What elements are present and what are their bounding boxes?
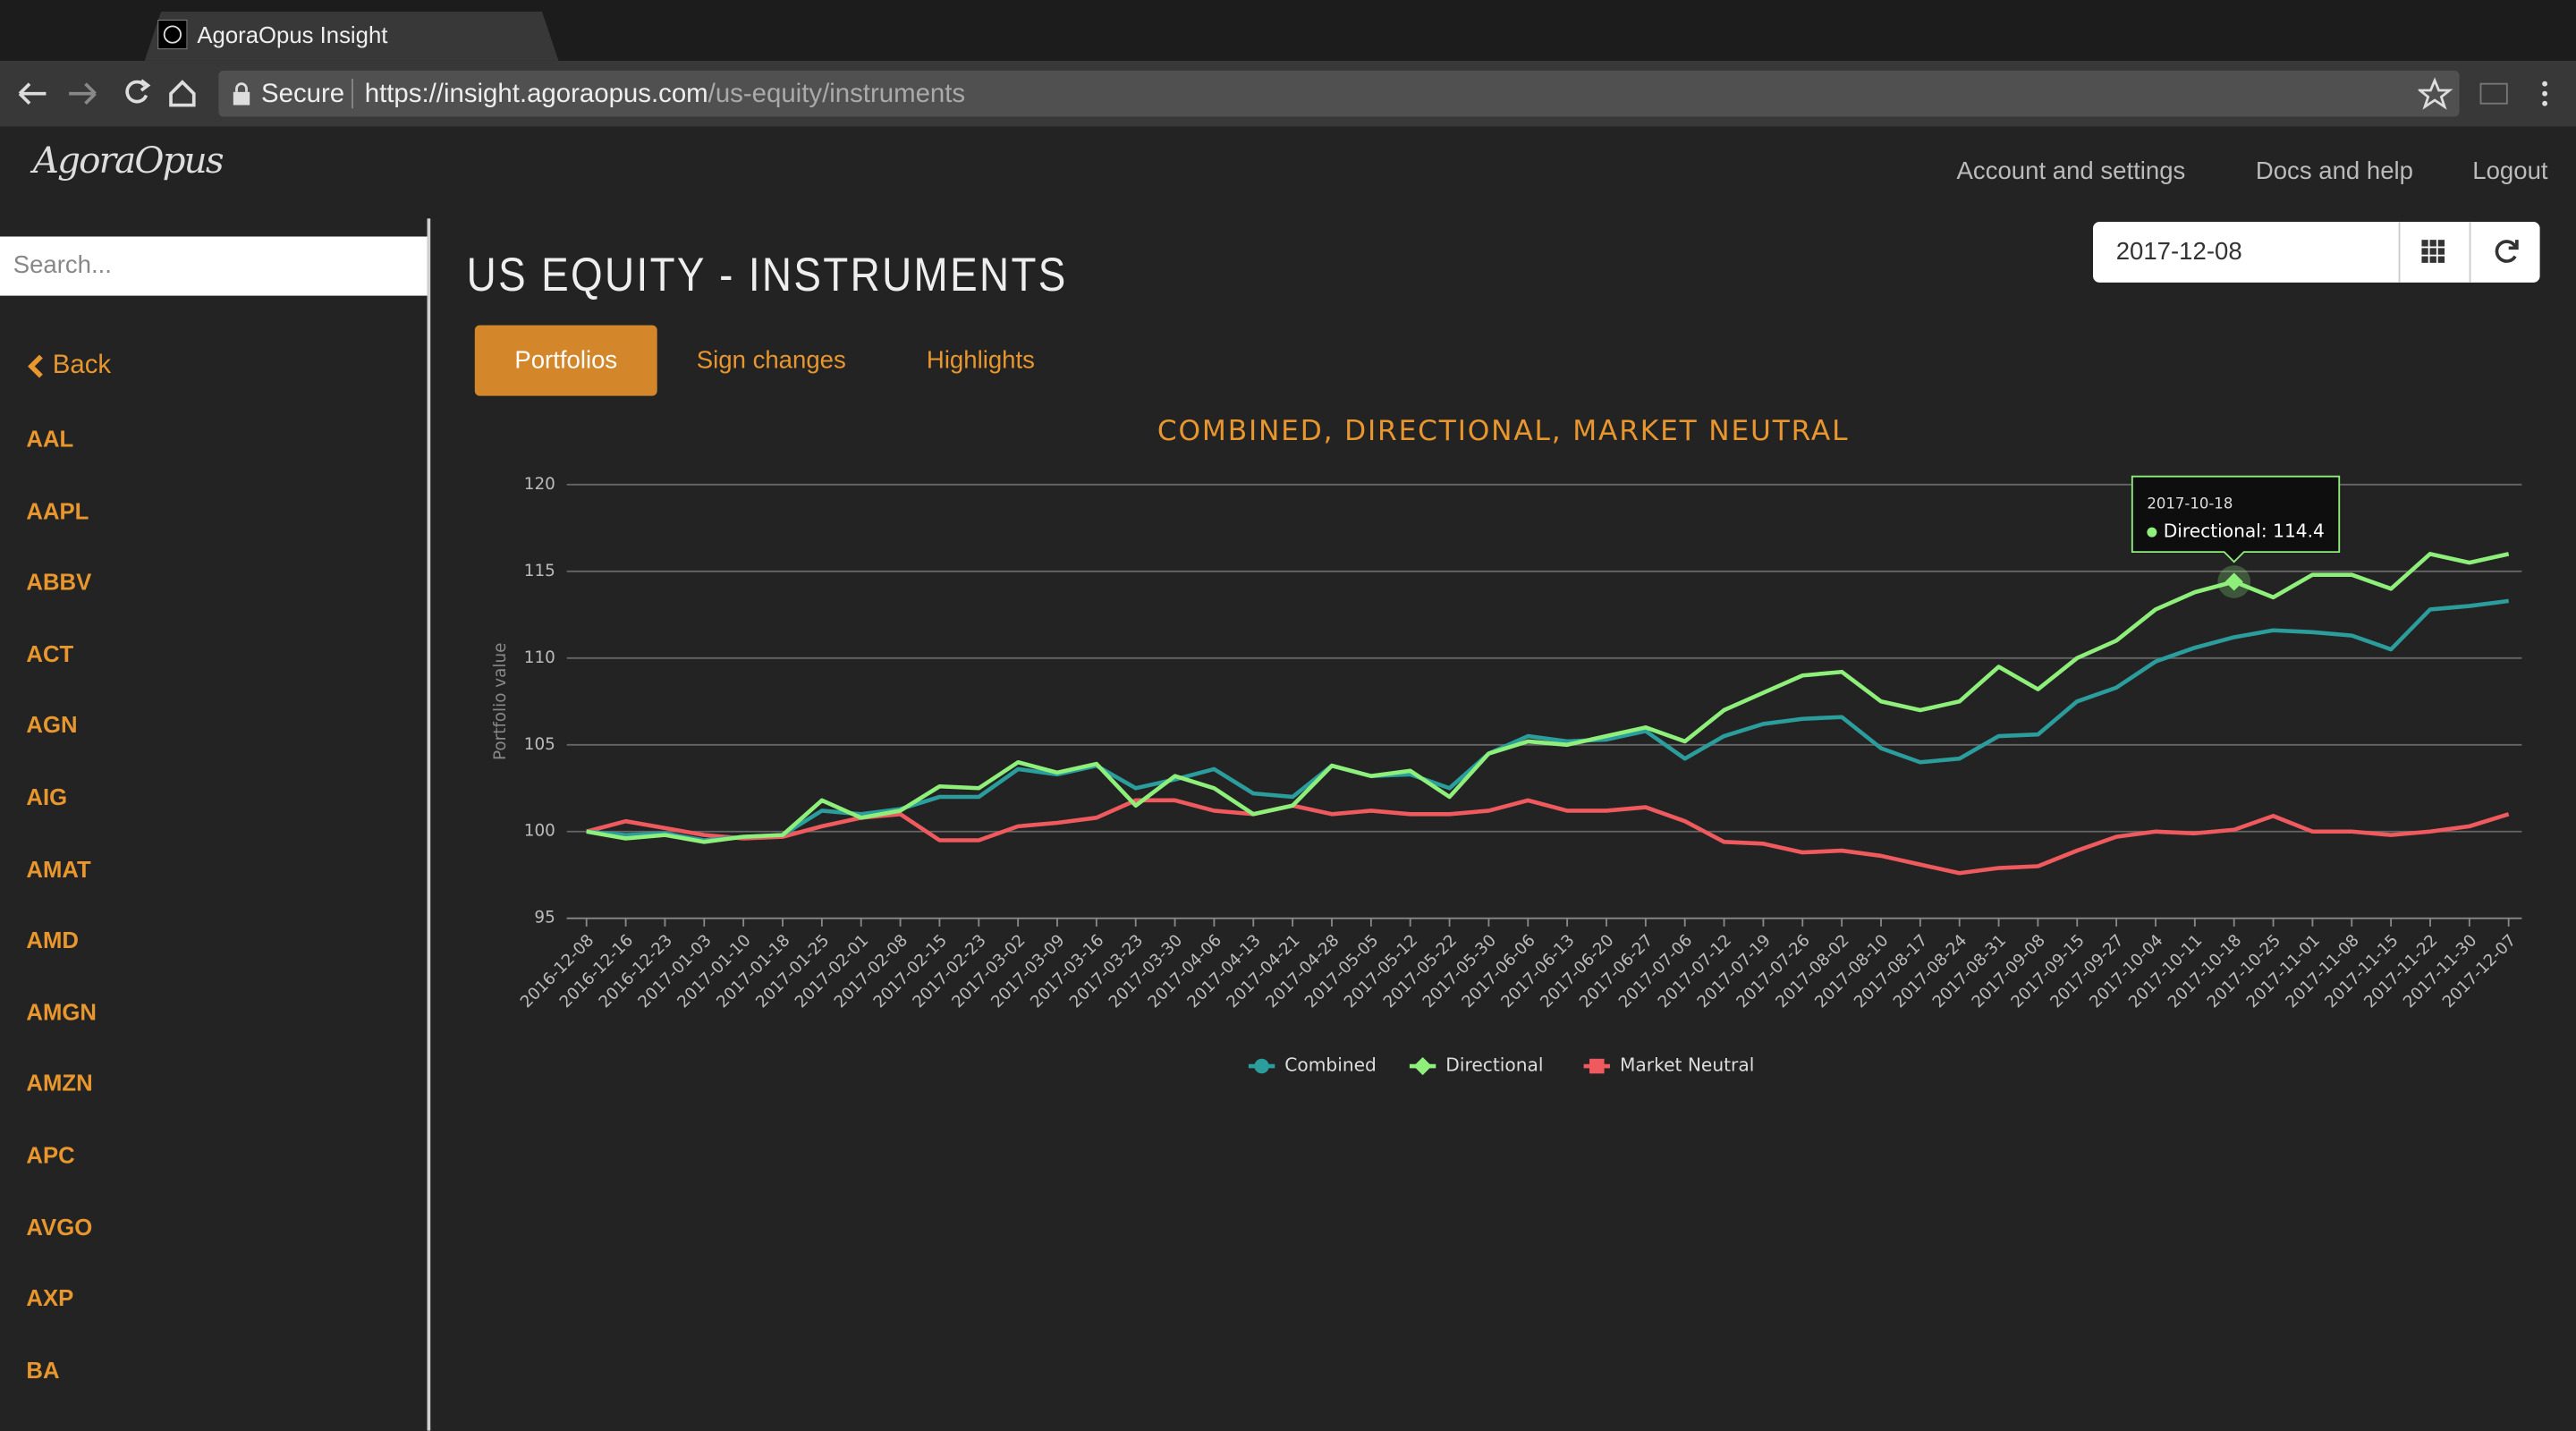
legend-marker [1589,1058,1605,1074]
url-path: /us-equity/instruments [708,80,966,109]
separator [2398,221,2401,283]
y-tick-label: 95 [534,909,555,927]
legend-item[interactable]: Combined [1248,1054,1377,1076]
browser-tab[interactable] [144,11,559,61]
tab-button[interactable]: Highlights [926,346,1035,375]
chart-title: COMBINED, DIRECTIONAL, MARKET NEUTRAL [1157,415,1849,447]
y-tick-label: 115 [524,562,555,580]
tooltip-title: 2017-10-18 [2147,495,2233,512]
series-line [586,552,2510,844]
ticker-link[interactable]: AMAT [26,855,91,882]
ticker-link[interactable]: AXP [26,1284,74,1312]
y-axis-label: Portfolio value [491,643,510,761]
date-buttons[interactable] [2421,238,2523,264]
ticker-link[interactable]: AAL [26,425,74,453]
y-tick-label: 100 [524,822,555,841]
y-tick-label: 105 [524,735,555,754]
tab-title: AgoraOpus Insight [197,21,388,48]
ticker-link[interactable]: AIG [26,783,68,810]
secure-label: Secure [261,80,345,109]
date-value: 2017-12-08 [2115,238,2242,267]
tooltip-text: Directional: 114.4 [2164,521,2325,542]
legend-marker [1413,1056,1432,1076]
ticker-link[interactable]: AMGN [26,998,97,1025]
logo[interactable]: AgoraOpus [32,140,225,182]
legend-label: Combined [1284,1054,1377,1076]
y-tick-label: 120 [524,475,555,494]
ticker-link[interactable]: AAPL [26,496,89,524]
tab-button-active[interactable]: Portfolios [474,325,657,396]
page-title: US EQUITY - INSTRUMENTS [466,250,1068,302]
tab-button[interactable]: Sign changes [696,346,846,375]
legend-marker [1254,1058,1269,1074]
nav-buttons[interactable] [13,74,210,114]
favicon [157,20,188,50]
url: https://insight.agoraopus.com/us-equity/… [365,80,965,110]
tooltip-box [2131,475,2341,563]
nav-link[interactable]: Logout [2472,157,2548,186]
ticker-link[interactable]: AVGO [26,1213,93,1240]
ticker-link[interactable]: AMD [26,927,79,953]
ticker-link[interactable]: APC [26,1141,75,1168]
tooltip-dot [2147,527,2157,538]
legend-label: Market Neutral [1620,1054,1754,1076]
date-input[interactable] [2093,221,2540,283]
nav-link[interactable]: Docs and help [2255,157,2413,186]
url-host: https://insight.agoraopus.com [364,80,708,109]
browser-icons[interactable] [2418,77,2566,110]
legend-label: Directional [1445,1054,1543,1076]
series-line [586,798,2510,876]
y-tick-label: 110 [524,648,555,667]
ticker-link[interactable]: BA [26,1356,60,1384]
back-link[interactable]: Back [52,351,112,380]
ticker-link[interactable]: AMZN [26,1070,93,1097]
lock-icon [233,82,250,106]
legend-item[interactable]: Market Neutral [1583,1054,1755,1076]
nav-link[interactable]: Account and settings [1956,157,2186,186]
back-chevron [28,354,43,378]
ticker-link[interactable]: AGN [26,712,78,739]
sidebar-border [427,218,431,1431]
url-separator [352,79,353,109]
url-bar[interactable] [218,70,2460,117]
search-box[interactable]: Search... [0,236,428,296]
ticker-link[interactable]: ACT [26,639,74,667]
ticker-link[interactable]: ABBV [26,568,92,596]
separator [2469,221,2471,283]
